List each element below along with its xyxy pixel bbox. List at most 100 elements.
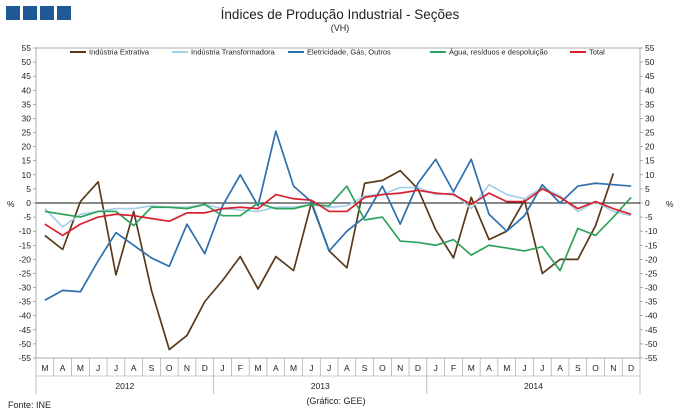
legend-label: Água, resíduos e despoluição (449, 48, 548, 57)
y-tick-label-right: 0 (645, 198, 650, 208)
y-tick-label-right: 10 (645, 170, 655, 180)
x-tick-label: M (290, 363, 297, 373)
x-tick-label: N (610, 363, 616, 373)
y-tick-label-left: -25 (19, 268, 32, 278)
legend-label: Indústria Extrativa (89, 48, 150, 57)
chart-title: Índices de Produção Industrial - Seções (221, 7, 460, 22)
y-tick-label-right: -20 (645, 254, 658, 264)
x-tick-label: O (379, 363, 386, 373)
series-group (44, 130, 632, 351)
y-tick-label-right: -50 (645, 339, 658, 349)
grid (35, 358, 641, 394)
y-tick-label-left: 50 (22, 57, 32, 67)
y-tick-label-left: 20 (22, 142, 32, 152)
y-tick-label-right: -30 (645, 283, 658, 293)
x-tick-label: S (362, 363, 368, 373)
x-tick-label: A (486, 363, 492, 373)
y-tick-label-left: -45 (19, 325, 32, 335)
x-tick-label: D (202, 363, 208, 373)
x-tick-label: M (41, 363, 48, 373)
logo-block (6, 6, 20, 20)
x-tick-label: A (131, 363, 137, 373)
y-tick-label-right: -25 (645, 268, 658, 278)
y-tick-label-left: 40 (22, 85, 32, 95)
ine-logo (6, 6, 71, 20)
x-tick-label: S (575, 363, 581, 373)
y-tick-label-right: 15 (645, 156, 655, 166)
x-tick-label: D (415, 363, 421, 373)
y-tick-label-right: 20 (645, 142, 655, 152)
y-tick-label-right: -55 (645, 353, 658, 363)
y-tick-label-left: -40 (19, 311, 32, 321)
x-tick-label: M (77, 363, 84, 373)
x-tick-label: O (166, 363, 173, 373)
y-tick-label-right: 5 (645, 184, 650, 194)
y-tick-label-left: -5 (23, 212, 31, 222)
x-tick-label: N (184, 363, 190, 373)
y-tick-label-right: 30 (645, 113, 655, 123)
x-tick-label: J (522, 363, 526, 373)
y-tick-label-left: 45 (22, 71, 32, 81)
y-tick-label-left: -10 (19, 226, 32, 236)
x-tick-label: J (327, 363, 331, 373)
year-label: 2012 (115, 381, 134, 391)
x-tick-label: F (451, 363, 456, 373)
y-tick-label-right: -15 (645, 240, 658, 250)
y-tick-label-right: 25 (645, 128, 655, 138)
y-tick-label-left: -30 (19, 283, 32, 293)
series-line-ind-stria-transformadora (44, 183, 632, 228)
x-tick-label: J (309, 363, 313, 373)
x-tick-label: J (220, 363, 224, 373)
x-tick-label: J (540, 363, 544, 373)
y-axis-label-right: % (666, 199, 674, 209)
y-tick-label-left: 5 (26, 184, 31, 194)
credit-note: (Gráfico: GEE) (306, 396, 365, 406)
y-tick-label-right: 55 (645, 43, 655, 53)
y-tick-label-right: -10 (645, 226, 658, 236)
x-tick-label: J (96, 363, 100, 373)
y-tick-label-right: -35 (645, 297, 658, 307)
x-tick-label: S (149, 363, 155, 373)
x-tick-label: M (468, 363, 475, 373)
legend: Indústria Extrativa Indústria Transformad… (70, 48, 605, 57)
y-axis-label-left: % (7, 199, 15, 209)
x-tick-label: M (255, 363, 262, 373)
year-label: 2013 (311, 381, 330, 391)
x-tick-label: J (114, 363, 118, 373)
year-label: 2014 (524, 381, 543, 391)
series-line-eletricidade-g-s-outros (44, 130, 632, 301)
y-tick-label-right: -40 (645, 311, 658, 321)
legend-label: Eletricidade, Gás, Outros (307, 48, 391, 57)
y-tick-label-left: -55 (19, 353, 32, 363)
x-tick-label: D (628, 363, 634, 373)
x-tick-label: J (434, 363, 438, 373)
legend-label: Total (589, 48, 605, 57)
x-tick-label: N (397, 363, 403, 373)
y-tick-label-right: 35 (645, 99, 655, 109)
logo-block (23, 6, 37, 20)
legend-label: Indústria Transformadora (191, 48, 276, 57)
logo-block (40, 6, 54, 20)
x-tick-label: F (238, 363, 243, 373)
logo-block (57, 6, 71, 20)
chart-subtitle: (VH) (331, 23, 350, 33)
source-note: Fonte: INE (8, 400, 51, 410)
x-tick-label: A (273, 363, 279, 373)
y-tick-label-right: 50 (645, 57, 655, 67)
y-tick-label-left: -50 (19, 339, 32, 349)
y-tick-label-left: 30 (22, 113, 32, 123)
x-tick-label: M (503, 363, 510, 373)
y-tick-label-left: 35 (22, 99, 32, 109)
x-tick-label: A (60, 363, 66, 373)
y-tick-label-left: 0 (26, 198, 31, 208)
x-tick-label: O (592, 363, 599, 373)
y-tick-label-left: -35 (19, 297, 32, 307)
y-tick-label-right: -5 (645, 212, 653, 222)
y-tick-label-left: 10 (22, 170, 32, 180)
y-tick-label-left: 25 (22, 128, 32, 138)
x-tick-label: A (557, 363, 563, 373)
y-tick-label-left: -20 (19, 254, 32, 264)
y-tick-label-left: 15 (22, 156, 32, 166)
